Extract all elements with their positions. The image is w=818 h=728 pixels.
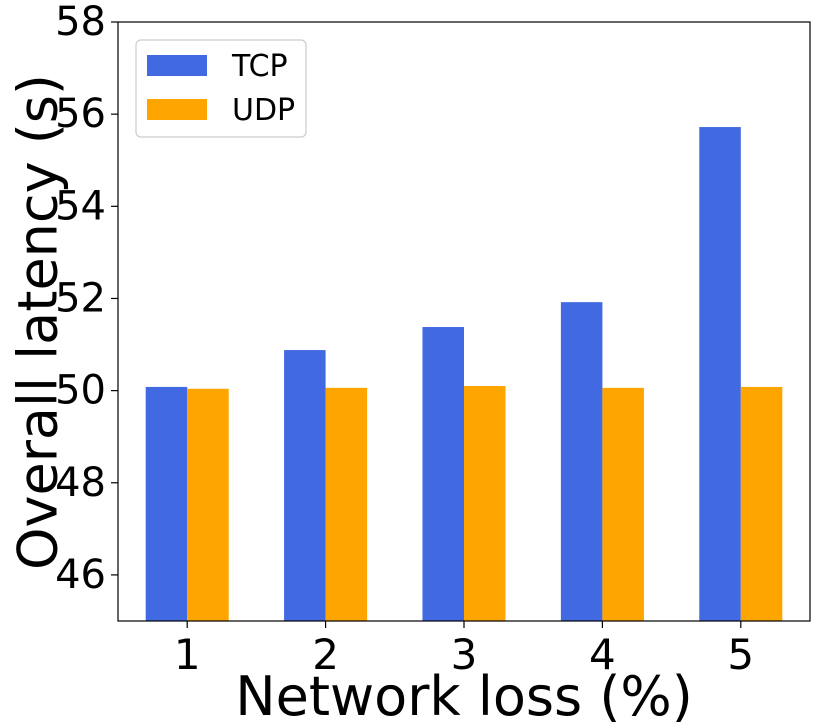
bar-udp-5 <box>740 386 783 621</box>
bars-group <box>145 127 783 621</box>
y-tick-label: 46 <box>55 552 106 598</box>
x-tick-label: 3 <box>451 630 478 679</box>
x-tick-label: 2 <box>312 630 339 679</box>
legend: TCP UDP <box>135 39 307 138</box>
bar-udp-1 <box>187 388 229 621</box>
x-tick-label: 4 <box>589 630 616 679</box>
y-tick-label: 56 <box>55 91 106 137</box>
legend-swatch-udp <box>147 99 207 120</box>
y-tick-label: 52 <box>55 275 106 321</box>
y-tick-label: 50 <box>55 368 106 414</box>
bar-tcp-3 <box>422 327 464 621</box>
x-tick-label: 5 <box>727 630 754 679</box>
y-axis: 46 48 50 52 54 56 58 <box>55 0 118 598</box>
bar-udp-3 <box>464 386 506 621</box>
legend-swatch-tcp <box>147 55 207 76</box>
x-axis-label: Network loss (%) <box>235 665 693 728</box>
legend-label-udp: UDP <box>232 93 295 128</box>
y-tick-label: 58 <box>55 0 106 45</box>
y-tick-label: 48 <box>55 460 106 506</box>
y-tick-label: 54 <box>55 183 106 229</box>
bar-udp-2 <box>325 387 368 621</box>
bar-tcp-1 <box>145 386 188 621</box>
bar-tcp-2 <box>284 350 326 621</box>
bar-tcp-5 <box>699 127 741 621</box>
x-tick-label: 1 <box>174 630 201 679</box>
bar-tcp-4 <box>560 302 603 621</box>
bar-udp-4 <box>602 387 644 621</box>
legend-label-tcp: TCP <box>231 49 288 84</box>
x-axis: 1 2 3 4 5 <box>174 621 754 679</box>
y-axis-label: Overall latency (s) <box>7 74 70 570</box>
